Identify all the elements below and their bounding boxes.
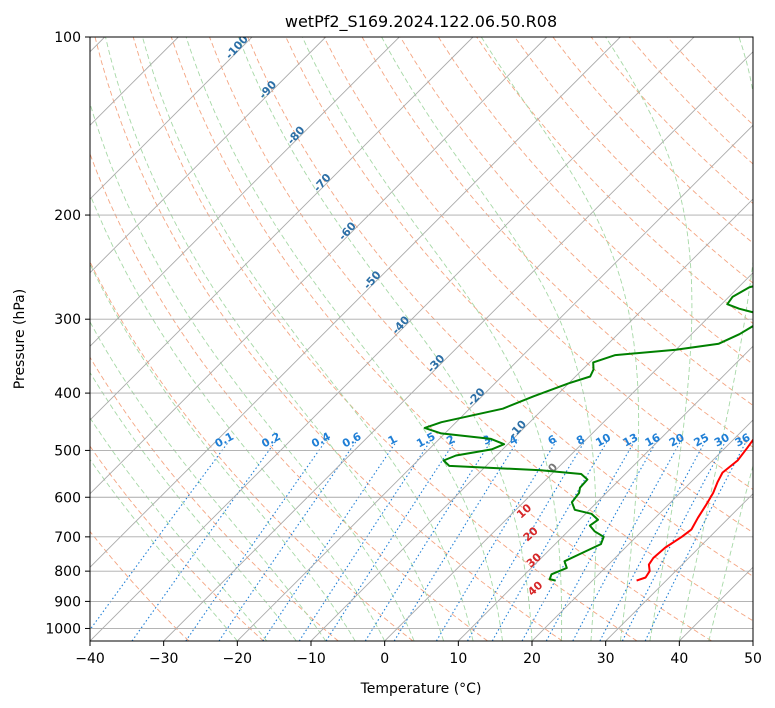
dry-adiabat-line	[170, 37, 712, 641]
x-tick-label: −20	[223, 651, 253, 667]
x-tick-label: −10	[296, 651, 326, 667]
y-tick-label: 1000	[45, 621, 81, 637]
plot-frame	[89, 36, 754, 642]
isotherm-line	[90, 37, 621, 568]
chart-title: wetPf2_S169.2024.122.06.50.R08	[285, 12, 557, 32]
mixing-ratio-line	[218, 439, 358, 641]
isotherms	[90, 37, 753, 641]
dry-adiabat-line	[438, 37, 753, 365]
moist-adiabat-line	[142, 37, 474, 641]
x-tick-label: 50	[744, 651, 762, 667]
mixing-ratio-line	[491, 439, 609, 641]
isotherm-line	[384, 272, 753, 641]
mixing-ratio-line	[90, 439, 231, 631]
moist-adiabat-line	[605, 37, 693, 641]
moist-adiabat-line	[708, 464, 753, 641]
x-tick-label: 20	[523, 651, 541, 667]
mixing-ratio-line	[644, 439, 748, 641]
isotherm-line	[752, 640, 753, 641]
temperature-line	[636, 438, 753, 582]
dry-adiabats	[90, 37, 753, 641]
moist-adiabat-line	[678, 37, 753, 641]
moist-adiabat-line	[90, 263, 356, 641]
moist-adiabats	[90, 37, 753, 641]
mixing-ratio-line	[467, 439, 586, 641]
moist-adiabat-line	[90, 193, 386, 641]
dry-adiabat-line	[399, 37, 753, 406]
isotherm-line	[90, 37, 474, 421]
moist-adiabat-line	[480, 37, 640, 641]
x-tick-label: 40	[670, 651, 688, 667]
mixing-ratio-label: 10	[593, 431, 613, 450]
moist-adiabat-line	[90, 417, 268, 641]
dry-adiabat-line	[514, 37, 753, 284]
isotherm-line	[236, 124, 753, 641]
plot-area: 0.1 0.2 0.4 0.6 1 1.5 2 3 4 6 8 10 13 16 20 25 30 36-100-…	[90, 37, 753, 641]
mixing-ratio-label: 36	[733, 431, 753, 450]
y-axis-label: Pressure (hPa)	[12, 289, 28, 389]
mixing-ratio-line	[364, 439, 493, 641]
dry-adiabat-line	[90, 445, 264, 641]
x-tick-label: −40	[75, 651, 105, 667]
dry-adiabat-line	[90, 356, 339, 641]
isotherm-line	[90, 37, 548, 495]
mixing-ratio-label: 25	[692, 431, 712, 450]
y-tick-label: 900	[54, 594, 81, 610]
y-axis: 100 200 300 400 500 600 700 800 900 1000	[45, 30, 90, 637]
dry-adiabat-line	[94, 37, 563, 641]
dry-adiabat-line	[90, 530, 190, 641]
series-lines	[423, 285, 753, 582]
mixing-ratio-label: 13	[621, 431, 641, 450]
moist-adiabat-line	[105, 37, 445, 641]
isotherm-line	[531, 419, 753, 641]
isotherm-line	[90, 37, 400, 347]
mixing-ratio-line	[435, 439, 558, 641]
dry-adiabat-line	[132, 37, 638, 641]
mixing-ratio-line	[298, 439, 432, 641]
isotherm-line	[163, 51, 753, 641]
y-tick-label: 700	[54, 530, 81, 546]
x-tick-label: 0	[380, 651, 389, 667]
moist-adiabat-line	[90, 321, 327, 641]
moist-adiabat-line	[90, 458, 238, 641]
y-tick-label: 400	[54, 386, 81, 402]
isobars	[90, 37, 753, 629]
mixing-ratio-label: 16	[643, 431, 663, 450]
moist-adiabat-line	[185, 37, 503, 641]
moist-adiabat-line	[238, 37, 533, 641]
isotherm-line	[90, 37, 327, 274]
x-tick-label: −30	[149, 651, 179, 667]
x-axis-label: Temperature (°C)	[360, 681, 482, 697]
mixing-ratio-line	[545, 439, 658, 641]
dry-adiabat-line	[323, 37, 753, 491]
mixing-ratio-label: 20	[667, 431, 687, 450]
x-tick-label: 10	[449, 651, 467, 667]
isotherm-line	[90, 37, 253, 200]
mixing-ratio-line	[325, 439, 457, 641]
y-tick-label: 300	[54, 312, 81, 328]
mixing-ratio-line	[185, 439, 327, 641]
y-tick-label: 200	[54, 208, 81, 224]
isotherm-line	[457, 345, 753, 641]
y-tick-label: 500	[54, 443, 81, 459]
mixing-ratio-label: 30	[712, 431, 732, 450]
moist-adiabat-line	[301, 37, 563, 641]
y-tick-label: 800	[54, 564, 81, 580]
moist-adiabat-line	[381, 37, 597, 641]
isotherm-line	[90, 37, 695, 641]
dewpoint-line	[423, 285, 753, 582]
isotherm-line	[310, 198, 753, 641]
isotherm-line	[605, 493, 753, 641]
dry-adiabat-line	[209, 37, 753, 622]
x-axis: −40 −30 −20 −10 0 10 20 30 40 50	[75, 641, 762, 667]
dry-adiabat-line	[90, 152, 488, 641]
y-tick-label: 100	[54, 30, 81, 46]
y-tick-label: 600	[54, 490, 81, 506]
x-tick-label: 30	[597, 651, 615, 667]
dry-adiabat-line	[247, 37, 753, 577]
mixing-ratio-line	[262, 439, 399, 641]
